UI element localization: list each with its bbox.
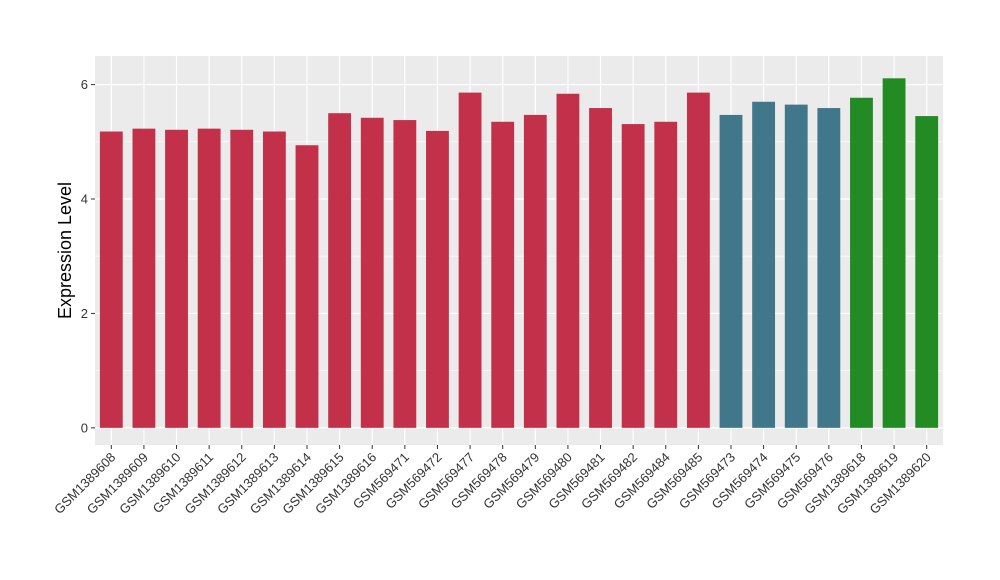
x-axis: GSM1389608GSM1389609GSM1389610GSM1389611…: [51, 445, 934, 517]
bar-GSM569482: [621, 124, 645, 428]
bar-GSM569473: [719, 114, 743, 428]
bar-GSM569472: [426, 130, 449, 428]
bar-GSM569475: [784, 104, 808, 428]
bar-GSM569476: [817, 108, 841, 428]
bar-GSM1389611: [197, 128, 221, 428]
bar-GSM1389608: [99, 131, 123, 428]
bar-GSM1389620: [915, 116, 939, 428]
bar-GSM569480: [556, 93, 580, 428]
bar-GSM569477: [458, 92, 482, 428]
bar-GSM569474: [752, 101, 776, 428]
bar-GSM1389615: [328, 113, 352, 428]
y-tick-label: 2: [81, 306, 88, 321]
bar-GSM1389609: [132, 128, 156, 428]
bar-GSM1389610: [165, 129, 188, 428]
plot-panel: [95, 56, 943, 445]
y-tick-label: 0: [81, 420, 88, 435]
bar-GSM1389618: [850, 97, 873, 428]
y-tick-label: 6: [81, 77, 88, 92]
y-axis: 0 2 4 6: [81, 77, 95, 435]
bar-GSM1389612: [230, 129, 254, 428]
y-axis-title: Expression Level: [55, 182, 75, 319]
bar-GSM569471: [393, 120, 417, 428]
bar-GSM569485: [686, 92, 710, 428]
bar-GSM569478: [491, 121, 515, 428]
bar-GSM1389619: [882, 78, 906, 428]
bar-GSM1389616: [360, 117, 384, 428]
bar-GSM1389613: [262, 131, 286, 428]
bar-GSM1389614: [295, 145, 319, 428]
bars: [99, 78, 939, 428]
bar-GSM569484: [654, 121, 678, 428]
bar-GSM569479: [523, 114, 547, 428]
bar-GSM569481: [589, 108, 612, 428]
y-tick-label: 4: [81, 192, 88, 207]
